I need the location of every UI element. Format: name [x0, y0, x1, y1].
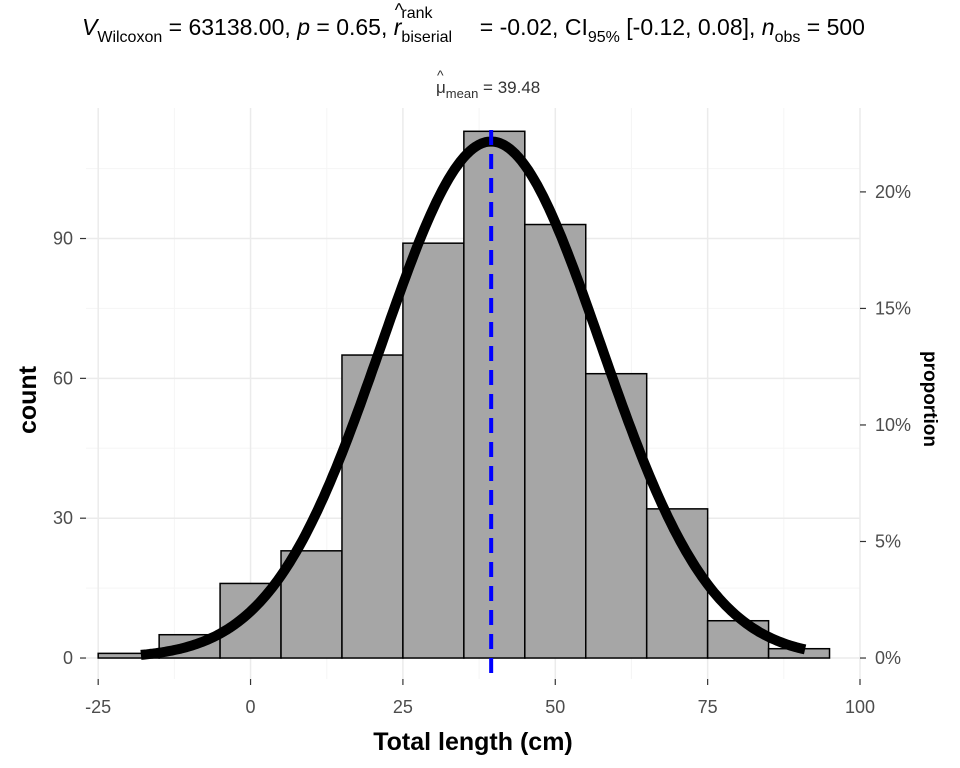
- y-tick-label: 90: [53, 229, 73, 249]
- histogram-bar: [402, 242, 465, 659]
- x-axis-label: Total length (cm): [373, 728, 573, 756]
- r-subscript: biserial: [401, 29, 453, 46]
- x-tick-label: 50: [545, 697, 565, 717]
- histogram-bar: [341, 354, 404, 659]
- y2-tick-label: 15%: [875, 298, 911, 318]
- mean-subscript: mean: [445, 86, 479, 101]
- y-axis-label: count: [14, 365, 42, 434]
- x-tick-label: 75: [698, 697, 718, 717]
- mean-value: = 39.48: [478, 78, 541, 97]
- n-value: = 500: [800, 14, 865, 40]
- r-scripts: rank biserial: [401, 5, 473, 46]
- mean-symbol: μ: [436, 67, 446, 98]
- normal-curve-line: [138, 136, 808, 660]
- p-symbol: p: [297, 14, 310, 40]
- histogram-bar: [584, 372, 648, 659]
- histogram-bar: [524, 223, 587, 659]
- x-tick-label: 100: [845, 697, 875, 717]
- y2-tick-label: 0%: [875, 648, 901, 668]
- n-subscript: obs: [774, 29, 801, 46]
- y-tick-label: 60: [53, 368, 73, 388]
- y2-axis-label: proportion: [919, 351, 940, 447]
- x-tick-label: -25: [85, 697, 111, 717]
- histogram-bar: [463, 130, 526, 659]
- x-tick-label: 0: [246, 697, 256, 717]
- v-value: = 63138.00,: [162, 14, 298, 40]
- r-value: = -0.02, CI: [473, 14, 588, 40]
- v-symbol: V: [82, 14, 98, 40]
- v-subscript: Wilcoxon: [97, 29, 163, 46]
- bars: [97, 130, 831, 659]
- n-symbol: n: [761, 14, 775, 40]
- ci-value: [-0.12, 0.08],: [619, 14, 762, 40]
- y2-tick-label: 20%: [875, 182, 911, 202]
- y2-tick-label: 5%: [875, 531, 901, 551]
- r-superscript: rank: [401, 5, 433, 22]
- p-value: = 0.65,: [309, 14, 394, 40]
- x-tick-label: 25: [393, 697, 413, 717]
- y-tick-label: 0: [63, 648, 73, 668]
- r-symbol: r: [394, 0, 403, 41]
- axes: -25 0 25 50 75 100 0 30 60 90 0% 5% 10% 15% 20%: [53, 182, 911, 717]
- mean-label: μmean = 39.48: [436, 67, 541, 101]
- y2-tick-label: 10%: [875, 415, 911, 435]
- normal-curve: [138, 136, 808, 660]
- y-tick-label: 30: [53, 508, 73, 528]
- ci-subscript: 95%: [587, 29, 620, 46]
